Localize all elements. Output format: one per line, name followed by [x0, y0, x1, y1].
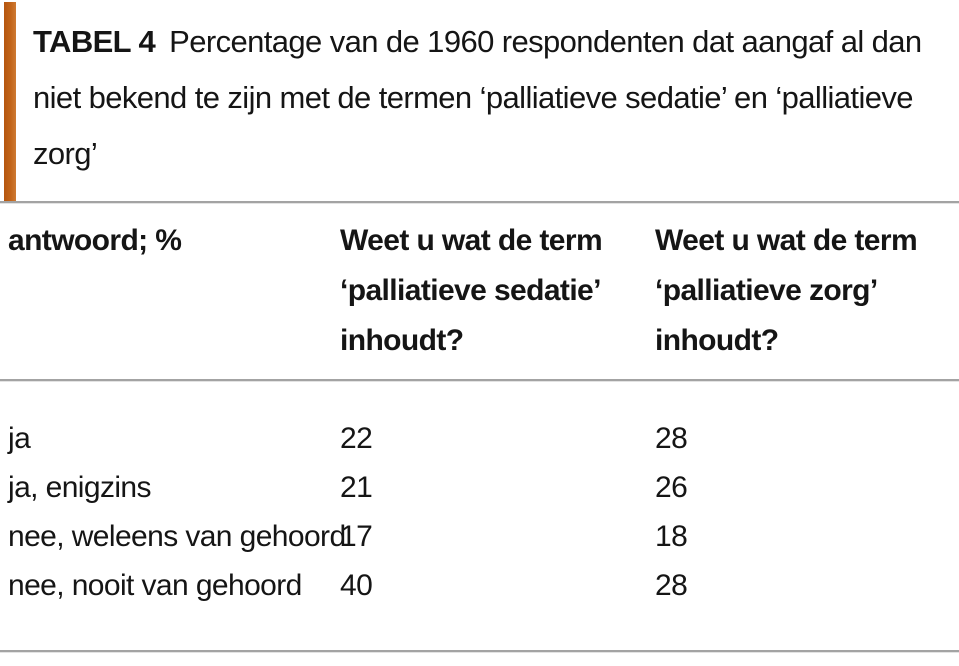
column-header-zorg: Weet u wat de term ‘palliatieve zorg’ in… — [655, 224, 918, 357]
cell-sedatie: 17 — [340, 520, 373, 553]
row-label: nee, weleens van gehoord — [8, 520, 346, 553]
column-header-sedatie: Weet u wat de term ‘palliatieve sedatie’… — [340, 224, 603, 357]
table-row: ja 22 28 — [8, 414, 952, 463]
table-header-row: antwoord; % Weet u wat de term ‘palliati… — [8, 216, 952, 366]
cell-zorg: 28 — [655, 569, 688, 602]
table-row: nee, nooit van gehoord 40 28 — [8, 561, 952, 610]
table-rule-middle — [0, 379, 959, 382]
cell-sedatie: 40 — [340, 569, 373, 602]
table-rule-bottom — [0, 650, 959, 653]
table-caption: TABEL 4 Percentage van de 1960 respondent… — [33, 14, 925, 182]
row-label: ja — [8, 422, 31, 455]
cell-zorg: 28 — [655, 422, 688, 455]
cell-sedatie: 21 — [340, 471, 373, 504]
row-label: ja, enigzins — [8, 471, 151, 504]
table-rule-top — [0, 201, 959, 204]
table-row: ja, enigzins 21 26 — [8, 463, 952, 512]
accent-bar — [4, 2, 16, 201]
table-body: ja 22 28 ja, enigzins 21 26 nee, weleens… — [8, 414, 952, 610]
table-caption-text: Percentage van de 1960 respondenten dat … — [33, 24, 922, 171]
row-label: nee, nooit van gehoord — [8, 569, 302, 602]
table-row: nee, weleens van gehoord 17 18 — [8, 512, 952, 561]
cell-zorg: 18 — [655, 520, 688, 553]
table-caption-label: TABEL 4 — [33, 24, 156, 59]
cell-zorg: 26 — [655, 471, 688, 504]
column-header-answer: antwoord; % — [8, 224, 182, 257]
cell-sedatie: 22 — [340, 422, 373, 455]
